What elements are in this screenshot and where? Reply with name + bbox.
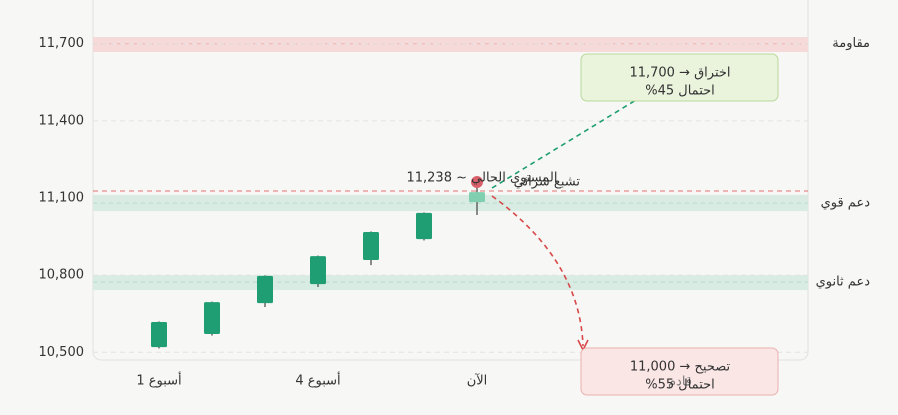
y-tick-label: 10,800 [39, 268, 85, 283]
breakout-prob: %احتمال 45 [645, 84, 715, 99]
breakout-box [580, 53, 779, 102]
current-label: المستوى الحالي ~ 11,238 [406, 171, 557, 186]
x-tick-label: أسبوع 1 [136, 372, 181, 389]
breakout-arrow [491, 99, 637, 189]
breakout-title: اختراق → 11,700 [629, 66, 730, 81]
current-point [471, 176, 483, 189]
candle-body [363, 231, 379, 260]
candle-body [310, 256, 326, 285]
candle-body [151, 321, 167, 348]
correction-title: تصحيح → 11,000 [630, 360, 731, 375]
candle-body [204, 302, 220, 335]
correction-prob: %احتمال 55 [645, 378, 715, 393]
candle-body [257, 275, 273, 304]
x-tick-label: أسبوع 4 [295, 372, 340, 389]
y-tick-label: 11,100 [39, 191, 85, 206]
band [93, 275, 808, 291]
band [93, 194, 808, 212]
correction-box [580, 347, 779, 396]
correction-extra: قادم [668, 375, 692, 390]
y-tick-label: 10,500 [39, 345, 85, 360]
candle-body [469, 192, 485, 203]
overbought-label: تشبع شرائي [514, 175, 581, 190]
y-tick-label: 11,400 [39, 113, 85, 128]
y-tick-label: 11,700 [39, 36, 85, 51]
candle-body [416, 212, 432, 240]
x-tick-label: الآن [467, 373, 488, 389]
band [93, 37, 808, 52]
band-label: مقاومة [832, 36, 870, 51]
band-label: دعم ثانوي [816, 275, 871, 290]
band-label: دعم قوي [821, 196, 871, 211]
